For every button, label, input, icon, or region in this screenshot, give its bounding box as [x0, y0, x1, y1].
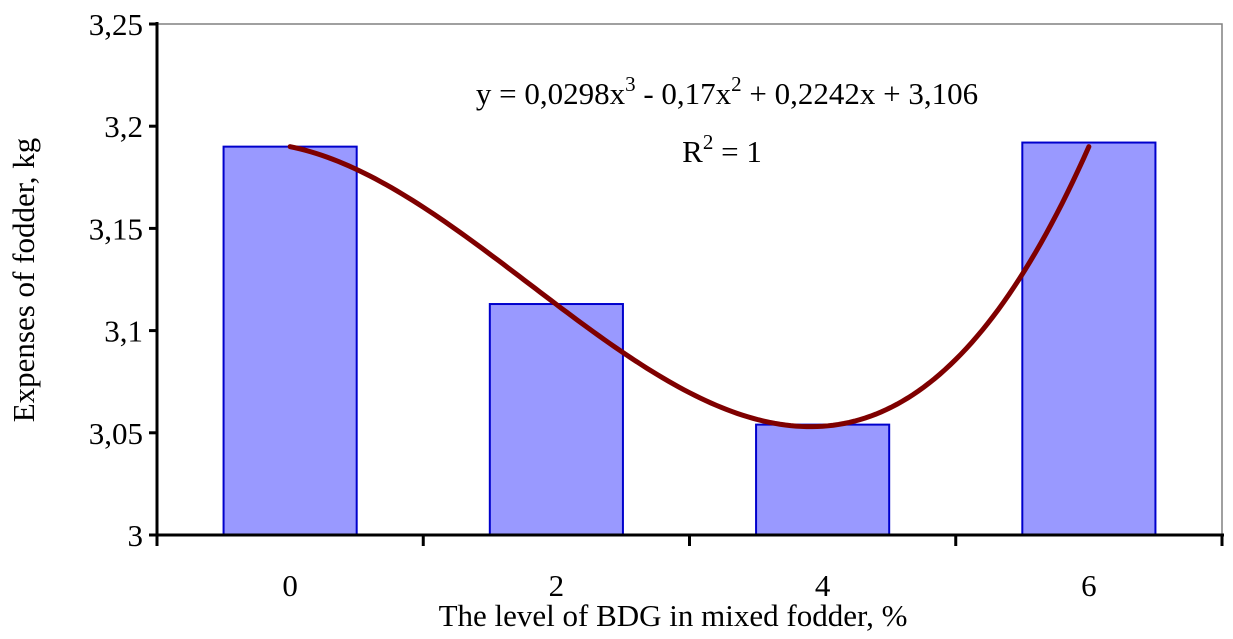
bar-4: [755, 423, 891, 536]
y-axis-title: Expenses of fodder, kg: [6, 138, 41, 423]
y-tick-label: 3: [128, 518, 144, 553]
y-tick-label: 3,05: [89, 416, 143, 451]
trend-equation: y = 0,0298x3 - 0,17x2 + 0,2242x + 3,106: [476, 72, 978, 111]
y-tick-label: 3,15: [89, 211, 143, 246]
bar-0: [222, 145, 358, 536]
y-tick-label: 3,25: [89, 7, 143, 42]
bar-6: [1021, 141, 1157, 536]
x-axis-title: The level of BDG in mixed fodder, %: [439, 598, 908, 633]
x-tick-label: 4: [815, 568, 831, 603]
x-axis-ticks: 0 2 4 6: [155, 535, 1224, 603]
y-tick-label: 3,1: [104, 314, 143, 349]
x-tick-label: 2: [549, 568, 565, 603]
x-tick-label: 6: [1081, 568, 1097, 603]
trendline: [287, 144, 1092, 430]
bars-group: [222, 141, 1157, 537]
x-tick-label: 0: [282, 568, 298, 603]
y-axis-ticks: 3 3,05 3,1 3,15 3,2 3,25: [89, 7, 157, 553]
y-tick-label: 3,2: [104, 109, 143, 144]
trend-r-squared: R2 = 1: [682, 130, 762, 169]
